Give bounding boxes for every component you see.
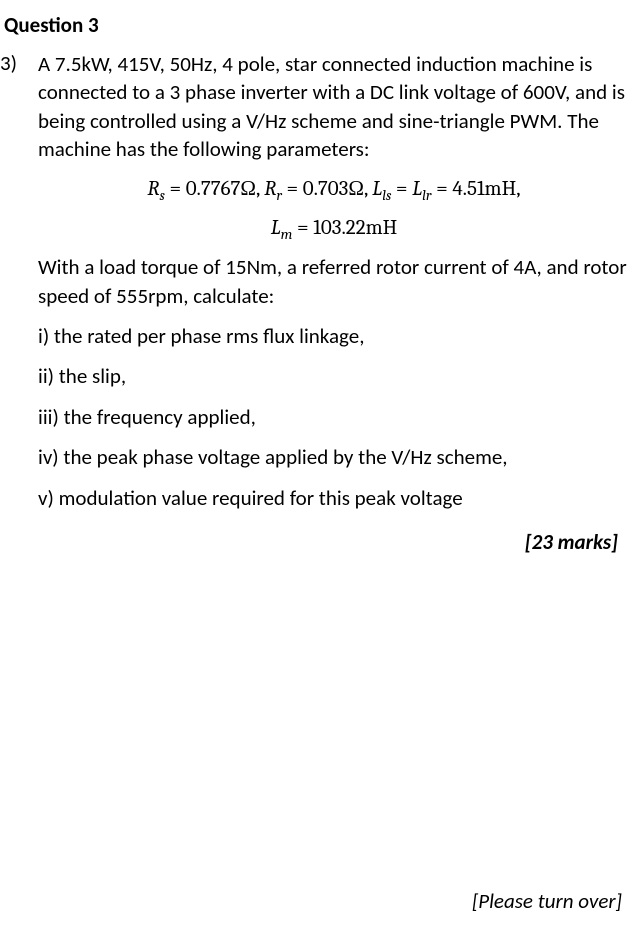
rr-value: = 0.703Ω, (282, 177, 372, 201)
question-heading: Question 3 (0, 12, 630, 38)
equation-line-2: Lm = 103.22mH (38, 214, 630, 245)
part-ii: ii) the slip, (38, 362, 630, 390)
rr-symbol: R (264, 177, 276, 201)
rs-value: = 0.7767Ω, (165, 177, 264, 201)
exam-page: Question 3 3) A 7.5kW, 415V, 50Hz, 4 pol… (0, 0, 640, 928)
equation-line-1: Rs = 0.7767Ω, Rr = 0.703Ω, Lls = Llr = 4… (38, 175, 630, 206)
intro-paragraph: A 7.5kW, 415V, 50Hz, 4 pole, star connec… (38, 50, 630, 163)
marks-label: [23 marks] (38, 528, 630, 556)
eq1-tail: = 4.51mH, (431, 177, 520, 201)
page-footer: [Please turn over] (472, 888, 622, 914)
with-paragraph: With a load torque of 15Nm, a referred r… (38, 253, 630, 310)
part-v: v) modulation value required for this pe… (38, 484, 630, 512)
question-row: 3) A 7.5kW, 415V, 50Hz, 4 pole, star con… (0, 50, 630, 556)
part-iii: iii) the frequency applied, (38, 403, 630, 431)
eq2-tail: = 103.22mH (292, 216, 397, 240)
lm-sub: m (281, 227, 293, 244)
lls-sub: ls (382, 188, 391, 205)
lls-symbol: L (372, 177, 382, 201)
rs-symbol: R (147, 177, 159, 201)
lm-symbol: L (271, 216, 281, 240)
question-body: A 7.5kW, 415V, 50Hz, 4 pole, star connec… (38, 50, 630, 556)
part-iv: iv) the peak phase voltage applied by th… (38, 443, 630, 471)
eq-mid: = (391, 177, 412, 201)
question-number: 3) (0, 50, 38, 76)
part-i: i) the rated per phase rms flux linkage, (38, 322, 630, 350)
llr-symbol: L (412, 177, 422, 201)
